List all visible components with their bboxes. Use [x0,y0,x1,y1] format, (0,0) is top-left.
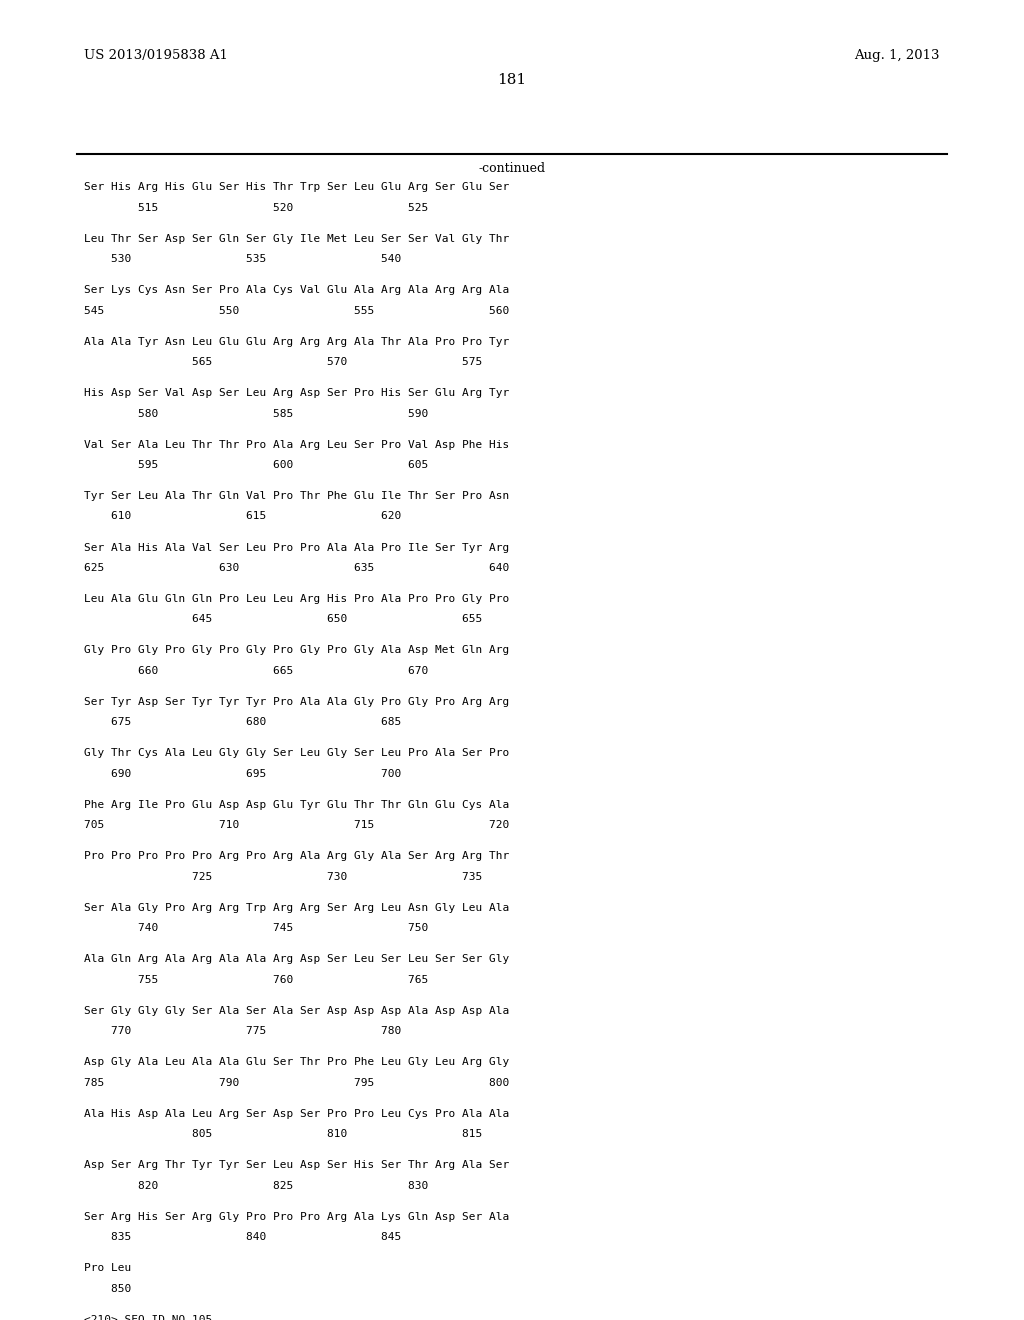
Text: Gly Thr Cys Ala Leu Gly Gly Ser Leu Gly Ser Leu Pro Ala Ser Pro: Gly Thr Cys Ala Leu Gly Gly Ser Leu Gly … [84,748,509,759]
Text: Ser His Arg His Glu Ser His Thr Trp Ser Leu Glu Arg Ser Glu Ser: Ser His Arg His Glu Ser His Thr Trp Ser … [84,182,509,193]
Text: 690                 695                 700: 690 695 700 [84,768,401,779]
Text: Leu Ala Glu Gln Gln Pro Leu Leu Arg His Pro Ala Pro Pro Gly Pro: Leu Ala Glu Gln Gln Pro Leu Leu Arg His … [84,594,509,605]
Text: 850: 850 [84,1283,131,1294]
Text: Pro Pro Pro Pro Pro Arg Pro Arg Ala Arg Gly Ala Ser Arg Arg Thr: Pro Pro Pro Pro Pro Arg Pro Arg Ala Arg … [84,851,509,862]
Text: 530                 535                 540: 530 535 540 [84,253,401,264]
Text: 645                 650                 655: 645 650 655 [84,614,482,624]
Text: Ser Ala Gly Pro Arg Arg Trp Arg Arg Ser Arg Leu Asn Gly Leu Ala: Ser Ala Gly Pro Arg Arg Trp Arg Arg Ser … [84,903,509,913]
Text: Val Ser Ala Leu Thr Thr Pro Ala Arg Leu Ser Pro Val Asp Phe His: Val Ser Ala Leu Thr Thr Pro Ala Arg Leu … [84,440,509,450]
Text: 660                 665                 670: 660 665 670 [84,665,428,676]
Text: 565                 570                 575: 565 570 575 [84,356,482,367]
Text: Aug. 1, 2013: Aug. 1, 2013 [855,49,940,62]
Text: 580                 585                 590: 580 585 590 [84,408,428,418]
Text: 785                 790                 795                 800: 785 790 795 800 [84,1077,509,1088]
Text: 725                 730                 735: 725 730 735 [84,871,482,882]
Text: 740                 745                 750: 740 745 750 [84,923,428,933]
Text: 675                 680                 685: 675 680 685 [84,717,401,727]
Text: Ala Gln Arg Ala Arg Ala Ala Arg Asp Ser Leu Ser Leu Ser Ser Gly: Ala Gln Arg Ala Arg Ala Ala Arg Asp Ser … [84,954,509,965]
Text: 625                 630                 635                 640: 625 630 635 640 [84,562,509,573]
Text: Asp Gly Ala Leu Ala Ala Glu Ser Thr Pro Phe Leu Gly Leu Arg Gly: Asp Gly Ala Leu Ala Ala Glu Ser Thr Pro … [84,1057,509,1068]
Text: 181: 181 [498,73,526,87]
Text: Ala Ala Tyr Asn Leu Glu Glu Arg Arg Arg Ala Thr Ala Pro Pro Tyr: Ala Ala Tyr Asn Leu Glu Glu Arg Arg Arg … [84,337,509,347]
Text: Pro Leu: Pro Leu [84,1263,131,1274]
Text: 835                 840                 845: 835 840 845 [84,1232,401,1242]
Text: Tyr Ser Leu Ala Thr Gln Val Pro Thr Phe Glu Ile Thr Ser Pro Asn: Tyr Ser Leu Ala Thr Gln Val Pro Thr Phe … [84,491,509,502]
Text: 755                 760                 765: 755 760 765 [84,974,428,985]
Text: Ser Tyr Asp Ser Tyr Tyr Tyr Pro Ala Ala Gly Pro Gly Pro Arg Arg: Ser Tyr Asp Ser Tyr Tyr Tyr Pro Ala Ala … [84,697,509,708]
Text: His Asp Ser Val Asp Ser Leu Arg Asp Ser Pro His Ser Glu Arg Tyr: His Asp Ser Val Asp Ser Leu Arg Asp Ser … [84,388,509,399]
Text: 515                 520                 525: 515 520 525 [84,202,428,213]
Text: 770                 775                 780: 770 775 780 [84,1026,401,1036]
Text: Gly Pro Gly Pro Gly Pro Gly Pro Gly Pro Gly Ala Asp Met Gln Arg: Gly Pro Gly Pro Gly Pro Gly Pro Gly Pro … [84,645,509,656]
Text: 805                 810                 815: 805 810 815 [84,1129,482,1139]
Text: Leu Thr Ser Asp Ser Gln Ser Gly Ile Met Leu Ser Ser Val Gly Thr: Leu Thr Ser Asp Ser Gln Ser Gly Ile Met … [84,234,509,244]
Text: 820                 825                 830: 820 825 830 [84,1180,428,1191]
Text: Phe Arg Ile Pro Glu Asp Asp Glu Tyr Glu Thr Thr Gln Glu Cys Ala: Phe Arg Ile Pro Glu Asp Asp Glu Tyr Glu … [84,800,509,810]
Text: Ser Ala His Ala Val Ser Leu Pro Pro Ala Ala Pro Ile Ser Tyr Arg: Ser Ala His Ala Val Ser Leu Pro Pro Ala … [84,543,509,553]
Text: Ser Lys Cys Asn Ser Pro Ala Cys Val Glu Ala Arg Ala Arg Arg Ala: Ser Lys Cys Asn Ser Pro Ala Cys Val Glu … [84,285,509,296]
Text: 610                 615                 620: 610 615 620 [84,511,401,521]
Text: Ala His Asp Ala Leu Arg Ser Asp Ser Pro Pro Leu Cys Pro Ala Ala: Ala His Asp Ala Leu Arg Ser Asp Ser Pro … [84,1109,509,1119]
Text: Ser Arg His Ser Arg Gly Pro Pro Pro Arg Ala Lys Gln Asp Ser Ala: Ser Arg His Ser Arg Gly Pro Pro Pro Arg … [84,1212,509,1222]
Text: 705                 710                 715                 720: 705 710 715 720 [84,820,509,830]
Text: Asp Ser Arg Thr Tyr Tyr Ser Leu Asp Ser His Ser Thr Arg Ala Ser: Asp Ser Arg Thr Tyr Tyr Ser Leu Asp Ser … [84,1160,509,1171]
Text: -continued: -continued [478,162,546,176]
Text: <210> SEQ ID NO 105: <210> SEQ ID NO 105 [84,1315,212,1320]
Text: Ser Gly Gly Gly Ser Ala Ser Ala Ser Asp Asp Asp Ala Asp Asp Ala: Ser Gly Gly Gly Ser Ala Ser Ala Ser Asp … [84,1006,509,1016]
Text: US 2013/0195838 A1: US 2013/0195838 A1 [84,49,228,62]
Text: 595                 600                 605: 595 600 605 [84,459,428,470]
Text: 545                 550                 555                 560: 545 550 555 560 [84,305,509,315]
